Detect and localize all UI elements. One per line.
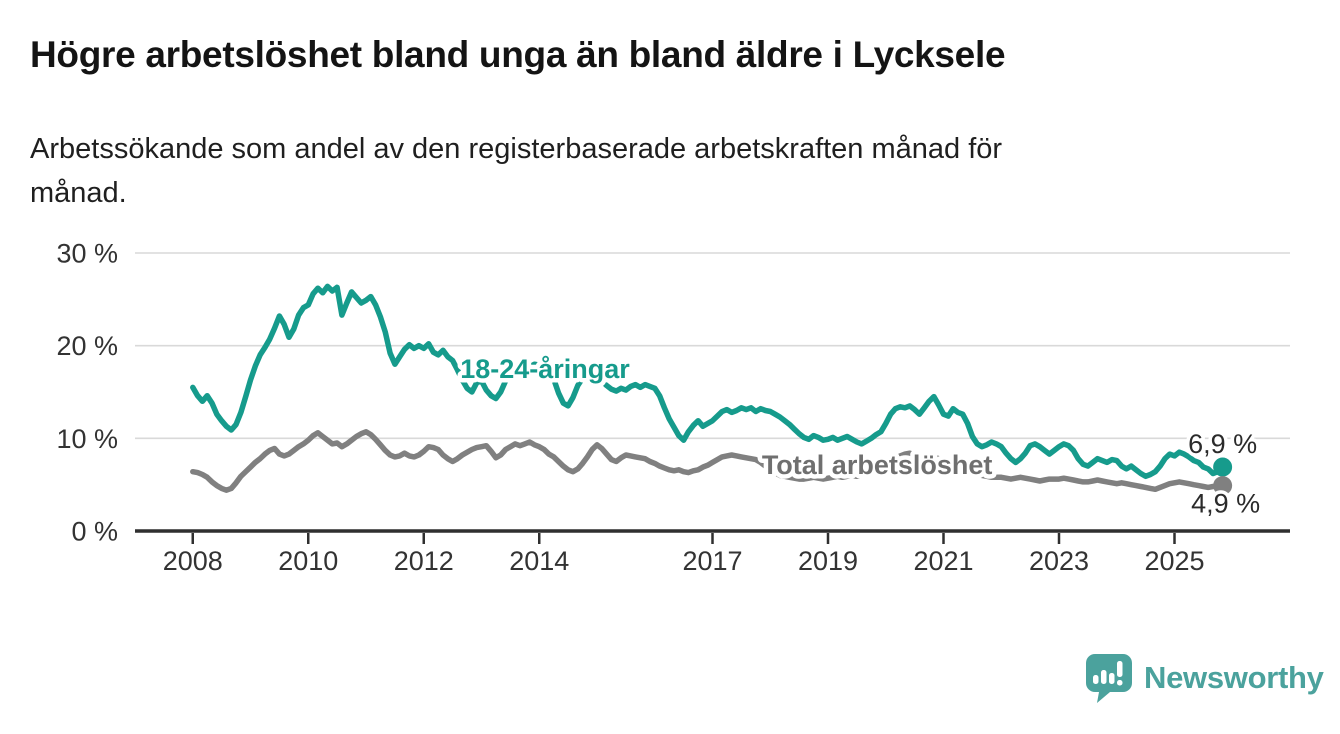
page-title: Högre arbetslöshet bland unga än bland ä… [30, 34, 1006, 75]
series-label: 18-24-åringar [460, 354, 630, 384]
x-axis-label: 2017 [682, 546, 742, 576]
y-axis-label: 20 % [56, 331, 118, 361]
x-axis-label: 2008 [163, 546, 223, 576]
x-axis-label: 2012 [394, 546, 454, 576]
y-axis-label: 30 % [56, 239, 118, 269]
end-value-label: 4,9 % [1191, 489, 1260, 519]
end-dot-total [1213, 476, 1233, 496]
series-line-total [190, 429, 1226, 493]
x-axis-label: 2019 [798, 546, 858, 576]
subtitle-line-2: månad. [30, 177, 127, 210]
x-axis-label: 2023 [1029, 546, 1089, 576]
y-axis-label: 0 % [71, 517, 118, 547]
subtitle-line-1: Arbetssökande som andel av den registerb… [30, 133, 1003, 165]
y-axis-label: 10 % [56, 424, 118, 454]
end-value-label: 6,9 % [1188, 429, 1257, 459]
newsworthy-logo-text: Newsworthy [1144, 660, 1324, 695]
page-subtitle: Arbetssökande som andel av den registerb… [30, 127, 1002, 215]
series-label: Total arbetslöshet [762, 450, 993, 480]
newsworthy-logo-icon [1086, 654, 1132, 703]
series-line-youth [190, 283, 1226, 480]
x-axis-label: 2014 [509, 546, 569, 576]
newsworthy-logo: Newsworthy [1084, 652, 1324, 704]
x-axis-label: 2021 [913, 546, 973, 576]
end-dot-youth [1213, 457, 1233, 477]
x-axis-label: 2025 [1144, 546, 1204, 576]
x-axis-label: 2010 [278, 546, 338, 576]
